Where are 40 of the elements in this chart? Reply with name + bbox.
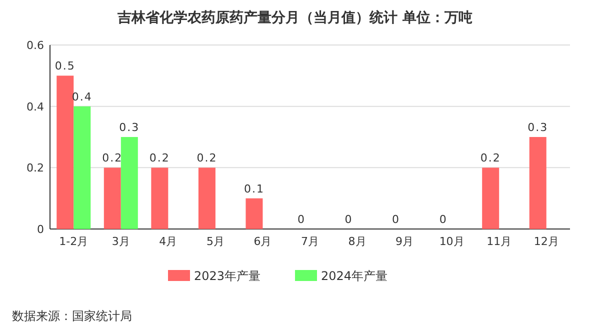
- data-label: 0: [439, 213, 448, 226]
- data-label: 0.3: [528, 121, 548, 134]
- x-tick-label: 4月: [159, 235, 178, 248]
- bar: [120, 137, 138, 229]
- x-tick-label: 11月: [486, 235, 512, 248]
- data-label: 0: [344, 213, 353, 226]
- y-tick-label: 0.6: [26, 39, 44, 52]
- x-tick-label: 5月: [206, 235, 224, 248]
- data-label: 0.2: [102, 152, 123, 165]
- bar: [198, 168, 216, 229]
- bar: [151, 168, 168, 229]
- data-label: 0: [392, 213, 400, 226]
- data-label: 0.1: [244, 182, 264, 196]
- data-label: 0.2: [480, 152, 501, 165]
- x-tick-label: 8月: [348, 235, 366, 248]
- y-tick-label: 0.2: [26, 162, 44, 175]
- bar: [529, 137, 546, 229]
- bar: [74, 106, 91, 229]
- chart-title: 吉林省化学农药原药产量分月（当月值）统计 单位：万吨: [116, 9, 472, 26]
- x-tick-label: 9月: [396, 235, 414, 248]
- data-label: 0.3: [119, 121, 140, 134]
- data-label: 0.5: [54, 60, 76, 73]
- x-tick-label: 10月: [439, 235, 464, 248]
- legend-label: 2023年产量: [194, 269, 261, 283]
- x-tick-label: 7月: [301, 235, 319, 248]
- x-tick-label: 12月: [534, 235, 559, 248]
- x-tick-label: 3月: [112, 235, 130, 248]
- x-tick-label: 6月: [254, 235, 272, 248]
- bar: [246, 198, 263, 229]
- source-note: 数据来源：国家统计局: [12, 309, 132, 323]
- x-tick-label: 1-2月: [59, 235, 88, 248]
- legend-label: 2024年产量: [321, 269, 388, 283]
- y-tick-label: 0.4: [26, 100, 44, 114]
- bar: [56, 76, 74, 229]
- data-label: 0: [298, 213, 306, 226]
- bar: [482, 168, 500, 229]
- data-label: 0.2: [149, 152, 170, 165]
- y-tick-label: 0: [37, 223, 44, 236]
- bar: [104, 168, 121, 229]
- data-label: 0.2: [196, 152, 218, 165]
